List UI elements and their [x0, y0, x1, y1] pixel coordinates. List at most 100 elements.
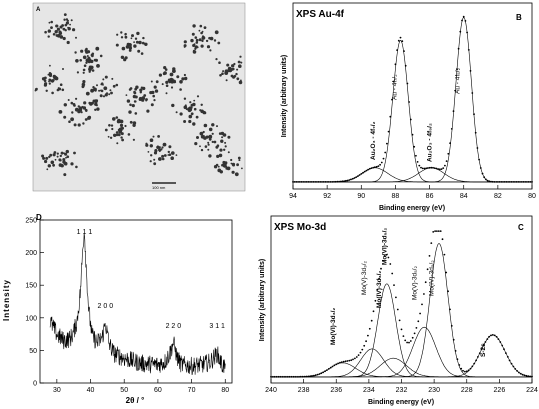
- data-point: [495, 181, 498, 183]
- nanoparticle: [115, 43, 119, 47]
- nanoparticle: [112, 117, 116, 121]
- x-tick-label: 50: [120, 387, 128, 394]
- data-point: [442, 167, 445, 170]
- data-point: [380, 267, 382, 270]
- nanoparticle: [130, 37, 133, 40]
- data-point: [290, 375, 293, 378]
- data-point: [437, 230, 440, 233]
- data-point: [409, 340, 412, 342]
- data-point: [350, 359, 353, 362]
- nanoparticle: [111, 77, 114, 80]
- nanoparticle: [52, 153, 56, 157]
- nanoparticle: [192, 50, 197, 54]
- nanoparticle: [217, 165, 220, 168]
- nanoparticle: [54, 158, 57, 161]
- nanoparticle: [129, 103, 132, 107]
- data-point: [382, 157, 385, 160]
- data-point: [327, 181, 330, 183]
- data-point: [310, 181, 313, 183]
- nanoparticle: [230, 162, 233, 165]
- data-point: [379, 163, 381, 166]
- data-point: [298, 375, 300, 378]
- data-point: [346, 360, 349, 362]
- data-point: [499, 341, 502, 343]
- nanoparticle: [131, 104, 135, 108]
- nanoparticle: [154, 89, 159, 93]
- nanoparticle: [70, 19, 73, 22]
- panel-b: XPS Au-4f B 94 92 90 88 86 84 82 80 Au₂O₃ - 4f₇…: [281, 2, 536, 212]
- nanoparticle: [49, 153, 53, 157]
- nanoparticle: [52, 163, 55, 167]
- nanoparticle: [63, 103, 67, 107]
- nanoparticle: [82, 106, 87, 110]
- nanoparticle: [202, 38, 204, 40]
- nanoparticle: [84, 118, 88, 121]
- data-point: [295, 181, 298, 183]
- nanoparticle: [44, 76, 47, 80]
- data-point: [288, 375, 291, 378]
- data-point: [505, 181, 508, 183]
- data-point: [495, 335, 498, 338]
- nanoparticle: [138, 40, 142, 45]
- nanoparticle: [238, 80, 243, 85]
- nanoparticle: [56, 27, 61, 31]
- nanoparticle: [95, 104, 98, 107]
- nanoparticle: [168, 153, 172, 156]
- data-point: [299, 375, 302, 378]
- data-point: [467, 49, 470, 51]
- data-point: [510, 181, 513, 183]
- data-point: [359, 351, 362, 354]
- data-point: [420, 166, 422, 169]
- nanoparticle: [50, 160, 55, 165]
- nanoparticle: [217, 41, 221, 45]
- data-point: [479, 167, 482, 169]
- nanoparticle: [80, 111, 83, 114]
- nanoparticle: [165, 80, 169, 84]
- nanoparticle: [46, 168, 49, 171]
- nanoparticle: [203, 123, 208, 128]
- data-point: [376, 288, 379, 291]
- nanoparticle: [179, 112, 183, 116]
- nanoparticle: [241, 167, 243, 170]
- nanoparticle: [146, 109, 150, 113]
- data-point: [309, 375, 312, 378]
- data-point: [529, 375, 531, 378]
- nanoparticle: [190, 112, 194, 116]
- panel-c-peak-labels: Mo(VI)-3d₃/₂ Mo(V)-3d₃/₂ Mo(IV)-3d₃/₂ Mo(VI…: [330, 228, 487, 357]
- nanoparticle: [135, 40, 139, 44]
- data-point: [490, 334, 492, 337]
- data-point: [516, 370, 518, 372]
- nanoparticle: [161, 157, 165, 161]
- data-point: [292, 375, 295, 378]
- peak-label: Mo(IV)-3d₅/₂: [428, 260, 435, 296]
- x-tick-label: 88: [392, 193, 400, 200]
- data-point: [493, 334, 496, 337]
- nanoparticle: [153, 99, 156, 102]
- data-point: [512, 365, 515, 368]
- nanoparticle: [183, 45, 186, 48]
- nanoparticle: [128, 44, 131, 47]
- data-point: [529, 181, 532, 183]
- nanoparticle: [157, 135, 161, 138]
- data-point: [326, 369, 328, 371]
- nanoparticle: [88, 67, 92, 72]
- nanoparticle: [134, 112, 138, 115]
- data-point: [527, 375, 530, 378]
- nanoparticle: [94, 108, 97, 112]
- data-point: [464, 20, 467, 22]
- y-tick-label: 200: [25, 250, 37, 257]
- data-point: [357, 175, 359, 178]
- data-point: [368, 167, 371, 170]
- data-point: [510, 362, 513, 365]
- panel-d-frame: [39, 219, 233, 384]
- nanoparticle: [208, 127, 213, 132]
- panel-d-ylabel: Intensity: [2, 279, 11, 321]
- data-point: [360, 173, 363, 175]
- nanoparticle: [48, 82, 51, 85]
- nanoparticle: [54, 30, 58, 34]
- nanoparticle: [53, 75, 56, 78]
- data-point: [304, 181, 306, 183]
- data-point: [375, 165, 378, 168]
- nanoparticle: [124, 35, 128, 39]
- peak-label: Mo(IV)-3d₃/₂: [376, 271, 383, 308]
